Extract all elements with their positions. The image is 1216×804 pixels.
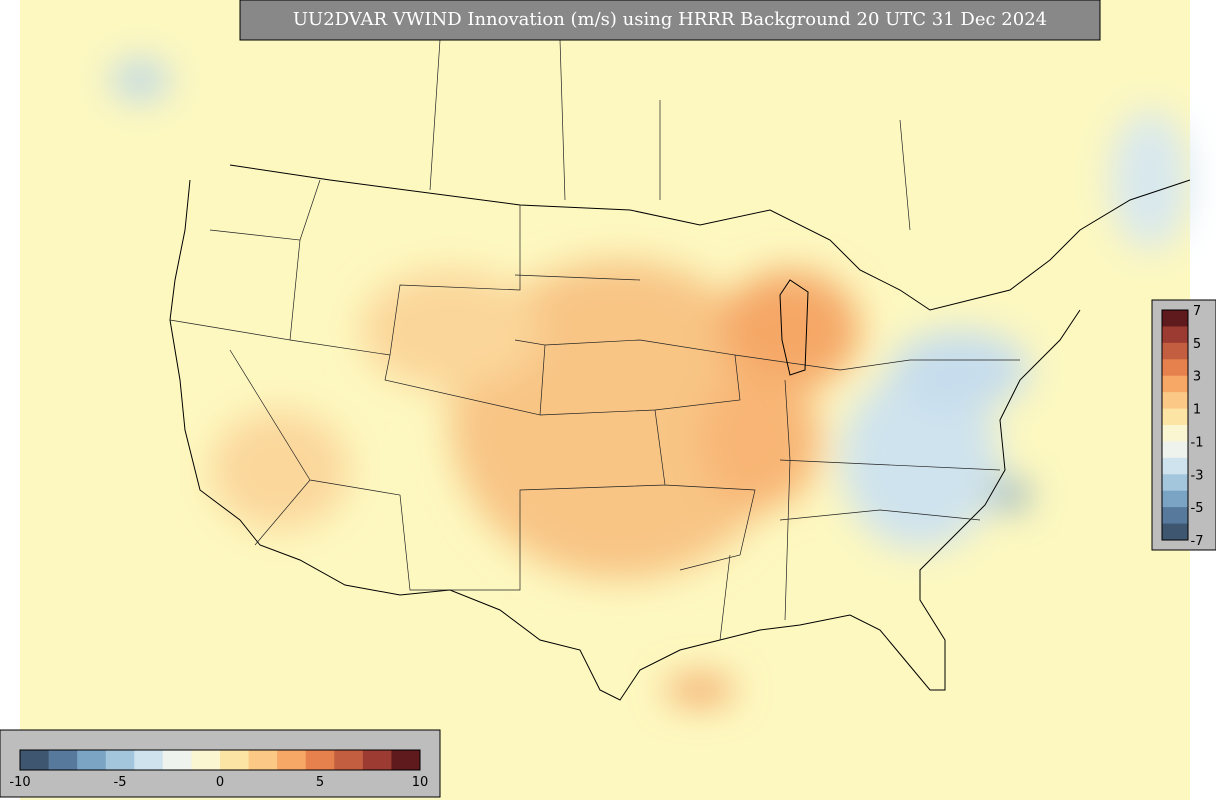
colorbar-tick-label: -5	[1191, 501, 1204, 516]
colorbar-swatch	[1162, 326, 1188, 344]
colorbar-tick-label: -3	[1191, 468, 1204, 483]
field-blob	[992, 481, 1028, 509]
colorbar-tick-label: -5	[114, 775, 127, 790]
colorbar-tick-label: 7	[1193, 304, 1201, 319]
colorbar-tick-label: 0	[216, 775, 224, 790]
colorbar-frame	[1161, 309, 1189, 541]
field-blob	[1110, 110, 1190, 250]
colorbar-bottom: -10 -5 0 5 10	[9, 749, 429, 790]
field-blob	[890, 330, 1030, 410]
colorbar-swatch	[1162, 457, 1188, 475]
colorbar-tick-label: 1	[1193, 403, 1201, 418]
colorbar-swatch	[334, 750, 364, 770]
colorbar-tick-label: 3	[1193, 370, 1201, 385]
colorbar-swatch	[391, 750, 421, 770]
colorbar-swatch	[1162, 425, 1188, 442]
colorbar-swatch	[1162, 310, 1188, 327]
colorbar-swatch	[1162, 474, 1188, 492]
colorbar-swatch	[1162, 490, 1188, 508]
field-blob	[840, 370, 1000, 550]
field-blob	[700, 370, 820, 510]
colorbar-swatch	[77, 750, 107, 770]
colorbar-swatch	[48, 750, 78, 770]
colorbar-swatch	[1162, 359, 1188, 377]
colorbar-swatch	[134, 750, 164, 770]
colorbar-swatch	[1162, 523, 1188, 541]
colorbar-tick-label: 5	[1193, 337, 1201, 352]
colorbar-swatch	[20, 750, 50, 770]
colorbar-tick-label: 5	[316, 775, 324, 790]
colorbar-swatch	[105, 750, 135, 770]
colorbar-swatch	[1162, 375, 1188, 393]
lake-michigan	[779, 279, 809, 376]
colorbar-swatch	[248, 750, 278, 770]
field-blob	[665, 676, 735, 704]
colorbar-tick-label: -1	[1191, 435, 1204, 450]
colorbar-swatch	[1162, 408, 1188, 426]
field-blob	[360, 270, 540, 390]
state-lines	[169, 179, 1020, 641]
colorbar-tick-label: -10	[9, 775, 30, 790]
colorbar-frame	[19, 749, 421, 771]
colorbar-swatch	[362, 750, 392, 770]
colorbar-swatch	[277, 750, 307, 770]
us-canada-border	[229, 164, 1191, 311]
canada-lines	[429, 39, 911, 231]
title-box	[239, 0, 1101, 41]
field-blob	[110, 60, 170, 100]
colorbar-swatch	[1162, 441, 1188, 459]
colorbar-swatch	[1162, 392, 1188, 410]
innovation-field	[110, 60, 1190, 704]
colorbar-swatch	[220, 750, 250, 770]
colorbar-swatch	[305, 750, 335, 770]
colorbar-swatch	[1162, 507, 1188, 525]
colorbar-swatch	[1162, 342, 1188, 360]
field-blob	[210, 410, 350, 530]
colorbar-tick-label: 10	[412, 775, 429, 790]
colorbar-swatch	[162, 750, 192, 770]
colorbar-tick-label: -7	[1191, 534, 1204, 549]
boundaries	[169, 39, 1191, 701]
field-blob	[720, 270, 860, 390]
colorbar-swatch	[191, 750, 221, 770]
colorbar-right: 7 5 3 1 -1 -3 -5 -7	[1161, 304, 1204, 549]
map-title: UU2DVAR VWIND Innovation (m/s) using HRR…	[293, 9, 1047, 30]
us-coastline	[169, 179, 1081, 701]
